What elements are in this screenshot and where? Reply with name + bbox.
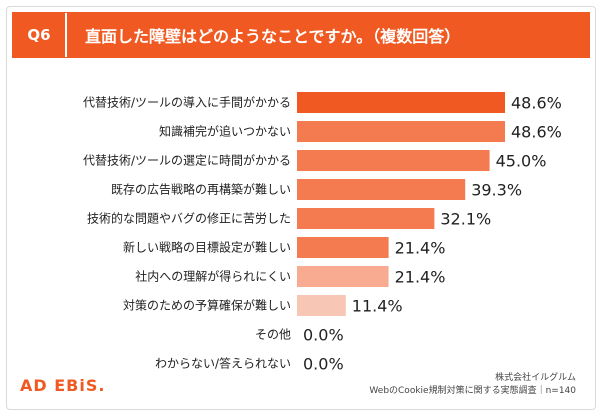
value-label: 21.4% <box>395 239 446 258</box>
value-label: 11.4% <box>352 297 403 316</box>
value-label: 21.4% <box>395 268 446 287</box>
value-label: 39.3% <box>471 181 522 200</box>
bar <box>297 150 490 171</box>
value-label: 45.0% <box>496 152 547 171</box>
value-label: 0.0% <box>303 326 344 345</box>
bar <box>297 92 505 113</box>
bar <box>297 295 346 316</box>
source-note: 株式会社イルグルム WebのCookie規制対策に関する実態調査｜n=140 <box>369 372 576 398</box>
category-label: 代替技術/ツールの選定に時間がかかる <box>83 153 291 168</box>
bar <box>297 121 505 142</box>
value-label: 48.6% <box>511 94 562 113</box>
bar <box>297 208 435 229</box>
category-label: 代替技術/ツールの導入に手間がかかる <box>83 95 291 110</box>
category-label: わからない/答えられない <box>155 356 291 371</box>
question-text: 直面した障壁はどのようなことですか。（複数回答） <box>65 13 589 57</box>
question-number: Q6 <box>13 13 65 57</box>
value-label: 32.1% <box>440 210 491 229</box>
category-label: 対策のための予算確保が難しい <box>123 298 291 313</box>
category-label: 知識補完が追いつかない <box>159 124 291 139</box>
value-label: 48.6% <box>511 123 562 142</box>
category-label: 社内への理解が得られにくい <box>135 269 291 284</box>
question-header: Q6 直面した障壁はどのようなことですか。（複数回答） <box>12 12 590 58</box>
source-company: 株式会社イルグルム <box>495 373 576 383</box>
source-survey: WebのCookie規制対策に関する実態調査｜n=140 <box>369 386 576 396</box>
category-label: その他 <box>255 328 291 342</box>
brand-logo: AD EBiS. <box>20 376 106 395</box>
category-label: 技術的な問題やバグの修正に苦労した <box>87 211 291 226</box>
bar <box>297 266 389 287</box>
bar <box>297 237 389 258</box>
bar <box>297 179 466 200</box>
category-label: 新しい戦略の目標設定が難しい <box>123 240 291 255</box>
category-label: 既存の広告戦略の再構築が難しい <box>111 182 291 197</box>
value-label: 0.0% <box>303 355 344 374</box>
